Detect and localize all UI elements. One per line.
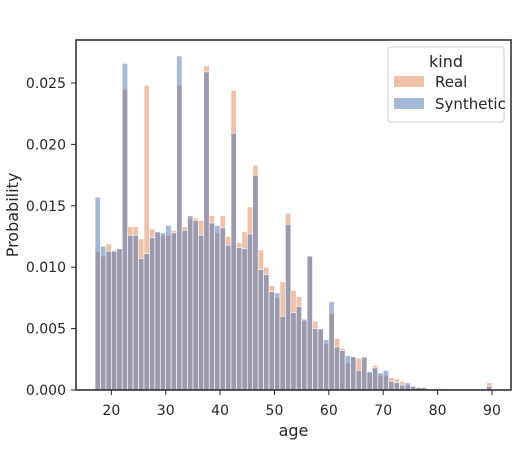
bar-synthetic bbox=[312, 328, 319, 391]
bar-synthetic bbox=[355, 370, 362, 391]
x-tick-label: 40 bbox=[211, 403, 229, 419]
legend-title: kind bbox=[429, 52, 463, 71]
bar-synthetic bbox=[382, 370, 389, 391]
bar-synthetic bbox=[388, 381, 395, 391]
bar-synthetic bbox=[263, 274, 270, 391]
y-axis-ticks: 0.000 0.005 0.010 0.015 0.020 0.025 bbox=[26, 76, 76, 399]
bar-synthetic bbox=[176, 55, 183, 391]
bar-synthetic bbox=[246, 233, 254, 391]
bar-synthetic bbox=[94, 196, 101, 391]
x-axis-ticks: 20 30 40 50 60 70 80 90 bbox=[102, 390, 501, 419]
bar-synthetic bbox=[192, 220, 199, 391]
y-tick-label: 0.005 bbox=[26, 322, 66, 338]
bar-synthetic bbox=[295, 306, 302, 391]
bar-synthetic bbox=[165, 225, 172, 391]
x-tick-label: 90 bbox=[483, 403, 501, 419]
y-tick-label: 0.020 bbox=[26, 137, 66, 153]
y-tick-label: 0.015 bbox=[26, 199, 66, 215]
bar-synthetic bbox=[203, 71, 210, 391]
legend-swatch-real bbox=[394, 76, 424, 87]
bar-synthetic bbox=[323, 339, 330, 391]
bar-synthetic bbox=[333, 346, 341, 391]
bar-synthetic bbox=[198, 234, 205, 391]
bar-synthetic bbox=[377, 372, 384, 391]
series-synthetic-bars bbox=[94, 55, 493, 391]
bar-synthetic bbox=[274, 292, 281, 391]
legend: kind Real Synthetic bbox=[387, 46, 506, 123]
bar-synthetic bbox=[219, 227, 226, 391]
y-tick-label: 0.010 bbox=[26, 260, 66, 276]
bar-synthetic bbox=[214, 225, 221, 391]
bar-synthetic bbox=[159, 232, 167, 391]
bar-synthetic bbox=[225, 244, 232, 391]
bar-synthetic bbox=[344, 355, 351, 391]
bar-synthetic bbox=[149, 237, 156, 391]
bar-synthetic bbox=[366, 371, 373, 391]
bar-synthetic bbox=[328, 301, 335, 391]
x-axis-label: age bbox=[279, 421, 309, 440]
bar-synthetic bbox=[350, 356, 357, 391]
bar-synthetic bbox=[181, 230, 188, 391]
bar-synthetic bbox=[317, 328, 324, 391]
bar-synthetic bbox=[404, 382, 411, 391]
x-tick-label: 20 bbox=[102, 403, 120, 419]
bar-synthetic bbox=[372, 367, 379, 391]
bar-synthetic bbox=[170, 232, 177, 391]
bar-synthetic bbox=[268, 291, 275, 391]
bar-synthetic bbox=[143, 253, 150, 391]
bar-synthetic bbox=[154, 231, 161, 391]
bar-synthetic bbox=[301, 319, 308, 391]
bar-synthetic bbox=[252, 174, 259, 391]
bar-synthetic bbox=[138, 258, 145, 391]
bar-synthetic bbox=[100, 246, 107, 391]
bar-synthetic bbox=[361, 356, 368, 391]
bar-synthetic bbox=[236, 247, 243, 391]
y-tick-label: 0.025 bbox=[26, 76, 66, 92]
bar-synthetic bbox=[208, 222, 215, 391]
bar-synthetic bbox=[279, 316, 286, 391]
bar-synthetic bbox=[285, 223, 292, 391]
y-tick-label: 0.000 bbox=[26, 383, 66, 399]
legend-label-real: Real bbox=[435, 73, 467, 91]
x-tick-label: 30 bbox=[157, 403, 175, 419]
legend-swatch-synthetic bbox=[394, 98, 424, 109]
bar-synthetic bbox=[121, 63, 128, 391]
x-tick-label: 60 bbox=[320, 403, 338, 419]
x-tick-label: 50 bbox=[266, 403, 284, 419]
y-axis-label: Probability bbox=[3, 173, 22, 258]
bar-synthetic bbox=[105, 250, 112, 391]
x-tick-label: 70 bbox=[374, 403, 392, 419]
bar-synthetic bbox=[116, 248, 123, 391]
bar-synthetic bbox=[290, 312, 297, 391]
bar-synthetic bbox=[230, 133, 237, 391]
bar-synthetic bbox=[257, 269, 264, 391]
bar-synthetic bbox=[111, 250, 118, 391]
bar-synthetic bbox=[393, 382, 400, 391]
bar-synthetic bbox=[306, 255, 313, 391]
bar-synthetic bbox=[241, 248, 248, 391]
plot-frame bbox=[75, 39, 512, 391]
legend-label-synthetic: Synthetic bbox=[435, 95, 506, 113]
bar-synthetic bbox=[339, 350, 346, 391]
x-tick-label: 80 bbox=[429, 403, 447, 419]
bar-synthetic bbox=[187, 215, 194, 391]
bar-synthetic bbox=[127, 234, 134, 391]
bar-synthetic bbox=[132, 234, 139, 391]
